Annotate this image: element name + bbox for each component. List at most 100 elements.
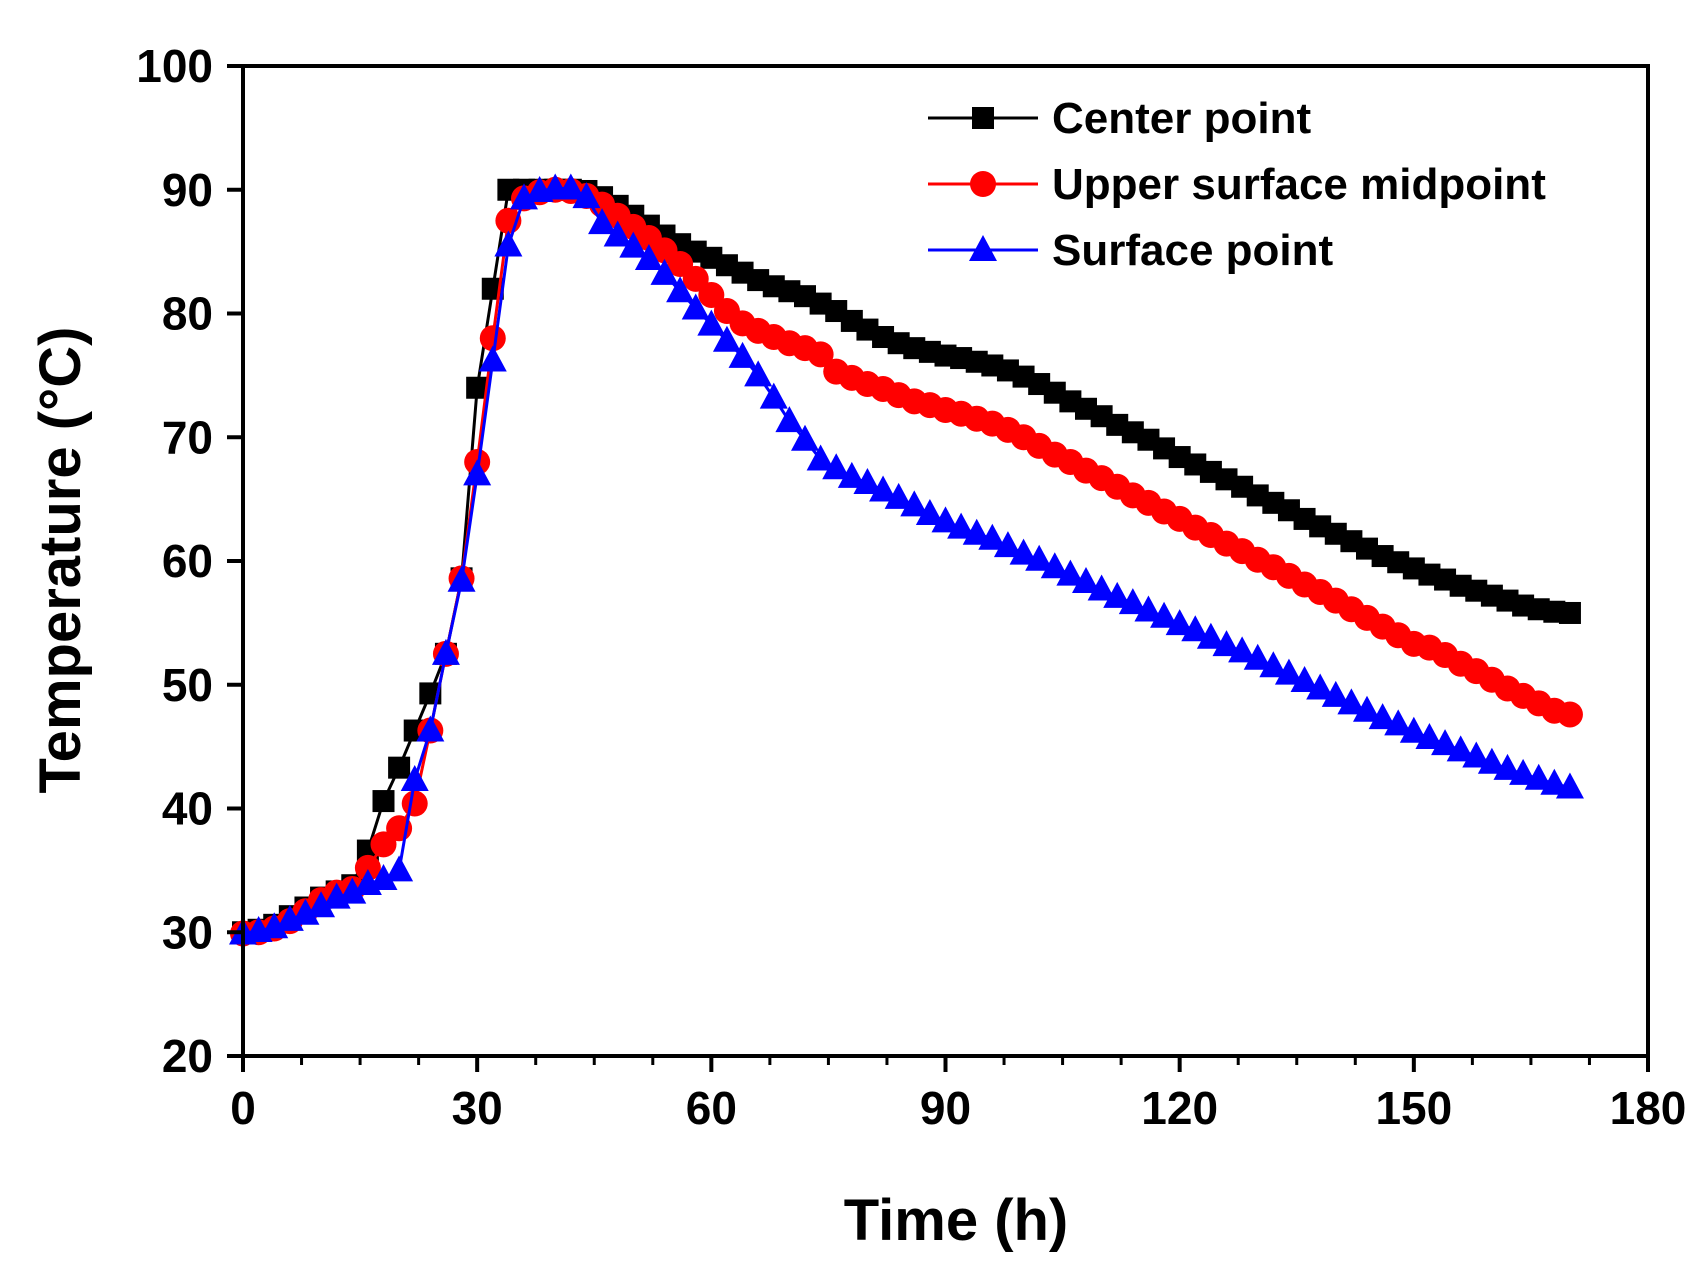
data-point (806, 444, 835, 471)
data-point (338, 877, 367, 904)
data-point (1118, 588, 1147, 615)
data-point (1415, 722, 1444, 749)
data-point (682, 265, 709, 292)
data-point (744, 360, 773, 387)
data-point (1150, 601, 1179, 628)
data-point (619, 231, 648, 258)
data-point (1493, 753, 1522, 780)
data-point (291, 898, 320, 925)
data-point (993, 531, 1022, 558)
y-tick-label: 80 (162, 288, 213, 340)
data-point (791, 424, 819, 451)
data-point (1290, 666, 1319, 693)
data-point (1181, 615, 1210, 642)
data-point (401, 790, 428, 817)
y-axis-title: Temperature (°C) (28, 327, 93, 794)
x-tick-label: 60 (686, 1082, 737, 1134)
data-point (385, 855, 414, 882)
data-point (1274, 658, 1303, 685)
legend-label: Upper surface midpoint (1052, 160, 1546, 209)
x-tick-label: 120 (1141, 1082, 1218, 1134)
data-point (1446, 735, 1475, 762)
data-point (447, 565, 476, 592)
data-point (1228, 636, 1257, 663)
data-point (1368, 703, 1397, 730)
data-point (1087, 574, 1116, 601)
y-tick-label: 30 (162, 906, 213, 958)
data-point (1353, 695, 1381, 722)
series-surface-point (229, 173, 1584, 945)
data-point (494, 230, 523, 257)
x-axis: 0 30 60 90 120 150 180 (230, 1056, 1686, 1134)
legend-marker (969, 235, 997, 261)
data-point (1399, 716, 1428, 743)
data-point (370, 831, 397, 858)
data-point (978, 523, 1007, 550)
data-point (416, 715, 445, 742)
data-point (1165, 609, 1194, 636)
legend-item: Surface point (928, 226, 1333, 275)
legend-label: Surface point (1052, 226, 1333, 275)
data-point (712, 325, 741, 352)
x-tick-label: 90 (920, 1082, 971, 1134)
series-line (242, 187, 1571, 935)
series-line (242, 188, 1571, 935)
data-point (915, 498, 944, 525)
y-tick-label: 40 (162, 783, 213, 835)
data-point (556, 173, 585, 200)
data-point (698, 281, 725, 308)
plot-area (229, 173, 1584, 947)
series-center-point (232, 178, 1581, 944)
data-point (1025, 544, 1054, 571)
data-point (400, 765, 429, 792)
data-point (1196, 622, 1225, 649)
data-point (884, 482, 913, 509)
data-point (775, 406, 804, 433)
x-tick-label: 150 (1375, 1082, 1452, 1134)
data-point (634, 244, 663, 271)
data-point (1431, 729, 1460, 756)
legend: Center point Upper surface midpoint Surfac… (928, 94, 1546, 275)
data-point (1477, 747, 1506, 774)
data-point (260, 912, 289, 939)
data-point (666, 276, 695, 303)
data-point (1072, 567, 1100, 594)
data-point (728, 341, 757, 368)
data-point (1555, 772, 1584, 799)
data-point (837, 461, 866, 488)
plot-frame (241, 64, 1650, 1058)
legend-label: Center point (1052, 94, 1311, 143)
data-point (1556, 701, 1583, 728)
x-tick-label: 0 (230, 1082, 256, 1134)
data-point (1259, 651, 1288, 678)
data-point (510, 183, 538, 210)
data-point (479, 325, 506, 352)
data-point (1540, 768, 1569, 795)
data-point (369, 864, 398, 891)
y-tick-label: 100 (136, 40, 213, 92)
data-point (307, 891, 336, 918)
y-tick-label: 70 (162, 411, 213, 463)
y-tick-label: 50 (162, 659, 213, 711)
data-point (1243, 643, 1272, 670)
legend-item: Upper surface midpoint (928, 160, 1546, 209)
data-point (572, 182, 601, 209)
data-point (697, 309, 726, 336)
data-point (853, 468, 882, 495)
data-point (1509, 758, 1538, 785)
data-point (1321, 680, 1350, 707)
y-tick-label: 90 (162, 164, 213, 216)
data-point (1337, 688, 1366, 715)
y-tick-label: 20 (162, 1030, 213, 1082)
legend-item: Center point (928, 94, 1311, 143)
data-point (1462, 741, 1491, 768)
data-point (1056, 559, 1085, 586)
data-point (962, 518, 991, 545)
data-point (1558, 601, 1581, 624)
data-point (931, 506, 960, 533)
data-point (431, 638, 460, 665)
data-point (807, 341, 834, 368)
data-point (1103, 581, 1132, 608)
legend-marker (970, 171, 996, 197)
